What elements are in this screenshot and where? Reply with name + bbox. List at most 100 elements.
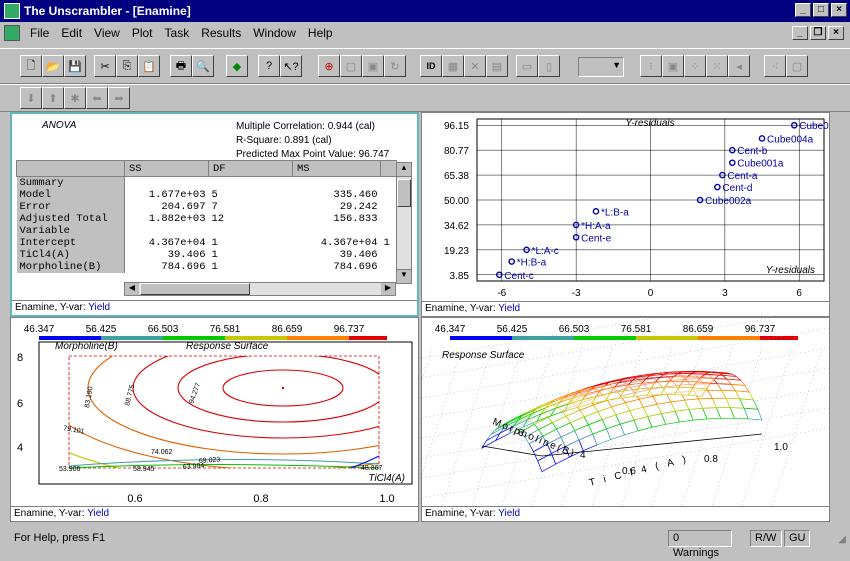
point-label: *H:B-a <box>517 258 547 269</box>
zoom-frame-icon: ▢ <box>340 55 362 77</box>
contour-label: 74.062 <box>151 449 173 456</box>
contour-label: 48.867 <box>361 465 383 472</box>
cluster-icon: ⁘ <box>684 55 706 77</box>
residuals-chart: Y-residuals Y-residuals 96.1580.7765.385… <box>422 113 829 301</box>
save-icon[interactable]: 💾 <box>64 55 86 77</box>
menu-view[interactable]: View <box>88 26 126 40</box>
legend-swatch <box>101 336 163 340</box>
table-row[interactable]: Summary <box>17 177 397 190</box>
menu-help[interactable]: Help <box>302 26 339 40</box>
legend-swatch <box>760 336 798 340</box>
data-point[interactable] <box>509 259 514 264</box>
rw-indicator: R/W <box>750 530 782 547</box>
paste-icon[interactable]: 📋 <box>138 55 160 77</box>
maximize-button[interactable]: □ <box>813 3 829 17</box>
close-button[interactable]: × <box>831 3 847 17</box>
x-tick: 0.6 <box>127 493 142 505</box>
title-bar: The Unscrambler - [Enamine] _ □ × <box>0 0 850 22</box>
gu-indicator: GU <box>784 530 810 547</box>
help-icon[interactable]: ? <box>258 55 280 77</box>
scroll-up-icon[interactable]: ▲ <box>397 163 411 177</box>
contour-label: 63.984 <box>183 463 205 471</box>
point-label: Cube001a <box>737 159 784 170</box>
y-tick-label: 96.15 <box>444 121 469 132</box>
open-icon[interactable]: 📂 <box>42 55 64 77</box>
menu-plot[interactable]: Plot <box>126 26 159 40</box>
plot-combo[interactable]: ▼ <box>578 57 624 77</box>
anova-pane[interactable]: ANOVA Multiple Correlation: 0.944 (cal) … <box>10 112 419 317</box>
mark-icon: ◂ <box>728 55 750 77</box>
header-ms[interactable]: MS <box>293 161 381 177</box>
x-tick: 0.8 <box>253 493 268 505</box>
y-tick-label: 80.77 <box>444 146 469 157</box>
data-point[interactable] <box>715 184 720 189</box>
legend-value: 56.425 <box>497 324 528 335</box>
app-icon[interactable] <box>4 3 20 19</box>
eraser-icon[interactable]: ◆ <box>226 55 248 77</box>
header-df[interactable]: DF <box>209 161 293 177</box>
legend-swatch <box>349 336 387 340</box>
menu-results[interactable]: Results <box>195 26 247 40</box>
zoom-in-icon: ▣ <box>362 55 384 77</box>
new-icon[interactable]: 🗋 <box>20 55 42 77</box>
point-label: Cube003a <box>799 121 829 132</box>
print-icon[interactable]: 🖶 <box>170 55 192 77</box>
scroll-thumb[interactable] <box>397 179 411 207</box>
legend-swatch <box>225 336 287 340</box>
menu-file[interactable]: File <box>24 26 55 40</box>
x-tick-label: -6 <box>497 288 506 299</box>
table-row[interactable]: Variable <box>17 225 397 237</box>
menu-task[interactable]: Task <box>159 26 196 40</box>
minimize-button[interactable]: _ <box>795 3 811 17</box>
context-help-icon[interactable]: ↖? <box>280 55 302 77</box>
grid-dots <box>772 348 822 506</box>
data-point[interactable] <box>759 136 764 141</box>
cut-icon[interactable]: ✂ <box>94 55 116 77</box>
help-hint: For Help, press F1 <box>14 532 105 544</box>
contour-ylabel: Morpholine(B) <box>55 341 118 352</box>
scroll-down-icon[interactable]: ▼ <box>397 269 411 283</box>
data-point[interactable] <box>730 160 735 165</box>
y-tick-label: 34.62 <box>444 221 469 232</box>
doc-close-button[interactable]: × <box>828 26 844 40</box>
grid-dots <box>422 428 829 498</box>
resize-grip-icon[interactable]: ◢ <box>838 534 846 545</box>
scroll-left-icon[interactable]: ◀ <box>125 283 139 295</box>
doc-minimize-button[interactable]: _ <box>792 26 808 40</box>
doc-restore-button[interactable]: ❐ <box>810 26 826 40</box>
document-icon[interactable] <box>4 25 20 41</box>
y-tick: 4 <box>17 442 23 454</box>
header-ss[interactable]: SS <box>125 161 209 177</box>
copy-icon[interactable]: ⎘ <box>116 55 138 77</box>
vertical-scrollbar[interactable]: ▲ ▼ <box>396 162 412 284</box>
data-point[interactable] <box>593 209 598 214</box>
pane-footer: Enamine, Y-var: Yield <box>12 300 417 315</box>
window-title: The Unscrambler - [Enamine] <box>24 4 191 18</box>
x-tick-label: -3 <box>572 288 581 299</box>
star-icon: ✱ <box>64 87 86 109</box>
residuals-xlabel: Y-residuals <box>766 265 815 276</box>
h-scroll-thumb[interactable] <box>140 283 250 295</box>
zoom-all-icon[interactable]: ⊕ <box>318 55 340 77</box>
legend-value: 56.425 <box>86 324 117 335</box>
id-icon[interactable]: ID <box>420 55 442 77</box>
scroll-right-icon[interactable]: ▶ <box>381 283 395 295</box>
menu-edit[interactable]: Edit <box>55 26 88 40</box>
contour-line <box>69 459 379 466</box>
legend-value: 96.737 <box>745 324 776 335</box>
menu-window[interactable]: Window <box>247 26 302 40</box>
horizontal-scrollbar[interactable]: ◀ ▶ <box>124 282 396 296</box>
grid-dots <box>712 348 762 506</box>
x-tick: 1.0 <box>379 493 394 505</box>
print-preview-icon[interactable]: 🔍 <box>192 55 214 77</box>
